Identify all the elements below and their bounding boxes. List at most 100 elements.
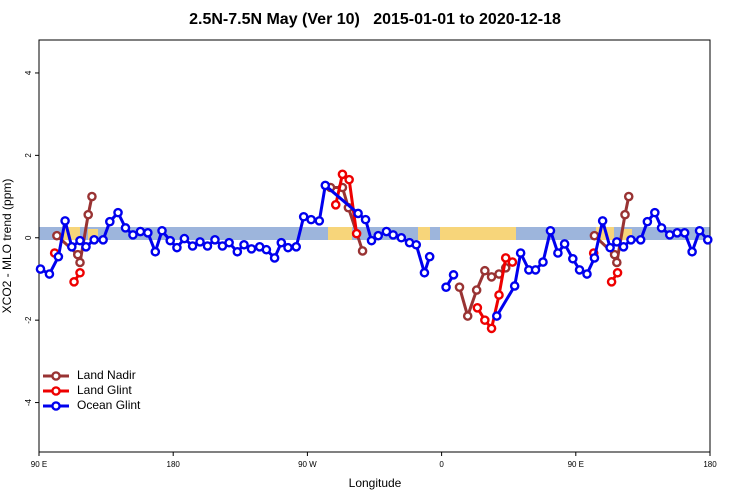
point bbox=[157, 225, 167, 236]
point bbox=[424, 251, 435, 262]
point bbox=[396, 232, 407, 243]
point bbox=[388, 230, 398, 240]
point bbox=[664, 230, 675, 240]
point bbox=[98, 235, 108, 245]
point bbox=[314, 216, 325, 226]
point bbox=[373, 230, 384, 241]
point bbox=[559, 239, 570, 249]
x-tick-label: 90 E bbox=[568, 460, 584, 469]
point bbox=[491, 311, 502, 321]
point bbox=[656, 223, 667, 233]
point bbox=[568, 253, 578, 264]
point bbox=[679, 228, 690, 238]
point bbox=[187, 241, 198, 251]
point bbox=[538, 257, 548, 267]
point bbox=[60, 216, 70, 226]
point bbox=[172, 242, 182, 253]
point bbox=[224, 237, 234, 248]
point bbox=[35, 264, 46, 274]
point bbox=[72, 249, 83, 260]
point bbox=[150, 246, 161, 257]
legend-marker bbox=[51, 401, 61, 411]
y-tick-label: 0 bbox=[24, 235, 33, 240]
point bbox=[202, 241, 213, 251]
x-tick-label: 180 bbox=[167, 460, 181, 469]
point bbox=[357, 246, 368, 256]
x-tick-label: 0 bbox=[439, 460, 444, 469]
point bbox=[53, 251, 64, 262]
land-patch bbox=[440, 227, 516, 240]
point bbox=[553, 248, 563, 258]
point bbox=[283, 242, 293, 253]
point bbox=[143, 228, 153, 238]
point bbox=[87, 191, 97, 202]
point bbox=[605, 242, 615, 253]
y-tick-label: 2 bbox=[24, 153, 33, 158]
point bbox=[360, 214, 371, 225]
point bbox=[276, 237, 287, 248]
chart-title: 2.5N-7.5N May (Ver 10) 2015-01-01 to 202… bbox=[189, 11, 561, 28]
point bbox=[618, 242, 629, 252]
point bbox=[44, 269, 55, 279]
land-patch bbox=[622, 229, 632, 240]
point bbox=[195, 237, 205, 247]
point bbox=[269, 253, 280, 263]
x-tick-label: 90 E bbox=[31, 460, 47, 469]
point bbox=[67, 242, 77, 252]
point bbox=[702, 235, 713, 245]
point bbox=[210, 235, 220, 245]
point bbox=[75, 235, 85, 246]
point bbox=[507, 257, 518, 267]
point bbox=[589, 230, 600, 241]
point bbox=[471, 285, 482, 295]
point bbox=[612, 267, 623, 278]
point bbox=[179, 233, 190, 244]
point bbox=[232, 246, 243, 257]
point bbox=[515, 248, 526, 258]
point bbox=[75, 257, 85, 268]
point bbox=[261, 244, 272, 255]
point bbox=[509, 281, 520, 291]
point bbox=[298, 211, 309, 222]
point bbox=[574, 265, 585, 275]
plot-frame bbox=[38, 39, 711, 453]
y-tick-label: -4 bbox=[24, 398, 33, 406]
land-patch bbox=[88, 229, 98, 240]
point bbox=[672, 228, 682, 238]
point bbox=[69, 277, 79, 287]
point bbox=[500, 253, 511, 263]
y-tick-label: 4 bbox=[24, 70, 33, 75]
series-line bbox=[55, 185, 631, 318]
y-tick-label: -2 bbox=[24, 316, 33, 324]
point bbox=[650, 207, 660, 218]
x-axis-label: Longitude bbox=[349, 476, 402, 490]
point bbox=[448, 270, 459, 280]
point bbox=[597, 216, 608, 226]
point bbox=[620, 209, 630, 220]
point bbox=[113, 207, 123, 218]
point bbox=[626, 235, 636, 245]
point bbox=[291, 242, 302, 252]
legend-label: Land Glint bbox=[77, 383, 132, 397]
point bbox=[462, 311, 473, 321]
point bbox=[530, 265, 541, 275]
point bbox=[612, 237, 622, 247]
point bbox=[494, 290, 504, 300]
point bbox=[642, 216, 653, 227]
point bbox=[606, 277, 617, 287]
land-patch bbox=[418, 227, 430, 240]
point bbox=[623, 191, 634, 202]
point bbox=[441, 282, 451, 293]
point bbox=[480, 315, 490, 325]
point bbox=[239, 239, 249, 250]
point bbox=[589, 253, 600, 263]
point bbox=[165, 235, 176, 246]
point bbox=[75, 267, 85, 278]
point bbox=[330, 199, 341, 210]
point bbox=[337, 169, 348, 180]
point bbox=[105, 216, 115, 227]
point bbox=[81, 242, 91, 252]
point bbox=[419, 267, 430, 278]
legend-label: Ocean Glint bbox=[77, 398, 141, 412]
point bbox=[351, 228, 362, 239]
